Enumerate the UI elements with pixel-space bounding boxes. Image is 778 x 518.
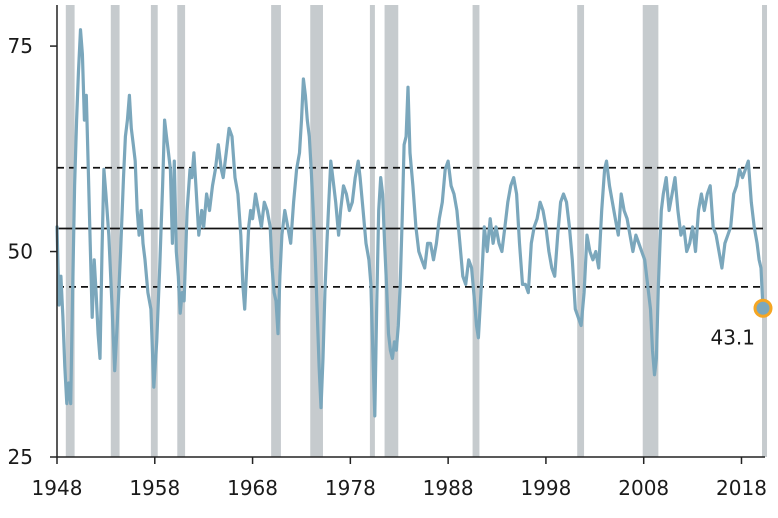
recession-band [271, 5, 281, 457]
recession-band [762, 5, 768, 457]
y-tick-label: 50 [8, 240, 33, 264]
recession-band [110, 5, 120, 457]
x-tick-label: 1998 [520, 476, 571, 500]
series-line [55, 28, 765, 418]
y-tick-label: 75 [8, 34, 33, 58]
x-tick-label: 2018 [716, 476, 767, 500]
x-tick-label: 1968 [227, 476, 278, 500]
series-lines [55, 28, 765, 418]
recession-band [472, 5, 480, 457]
recession-band [177, 5, 186, 457]
x-tick-label: 1988 [423, 476, 474, 500]
recession-band [577, 5, 585, 457]
recession-band [369, 5, 375, 457]
recession-band [150, 5, 158, 457]
axes: 1948 1958 1968 1978 1988 1998 2008 2018 25 50 75 [8, 5, 767, 500]
x-tick-label: 1978 [325, 476, 376, 500]
recession-band [642, 5, 659, 457]
last-value-marker [753, 298, 773, 318]
x-tick-label: 2008 [618, 476, 669, 500]
x-tick-label: 1948 [32, 476, 83, 500]
recession-band [65, 5, 75, 457]
y-tick-label: 25 [8, 445, 33, 469]
x-tick-label: 1958 [129, 476, 180, 500]
last-value-label: 43.1 [710, 325, 755, 349]
recession-band [384, 5, 399, 457]
annotations: 43.1 [710, 298, 773, 349]
